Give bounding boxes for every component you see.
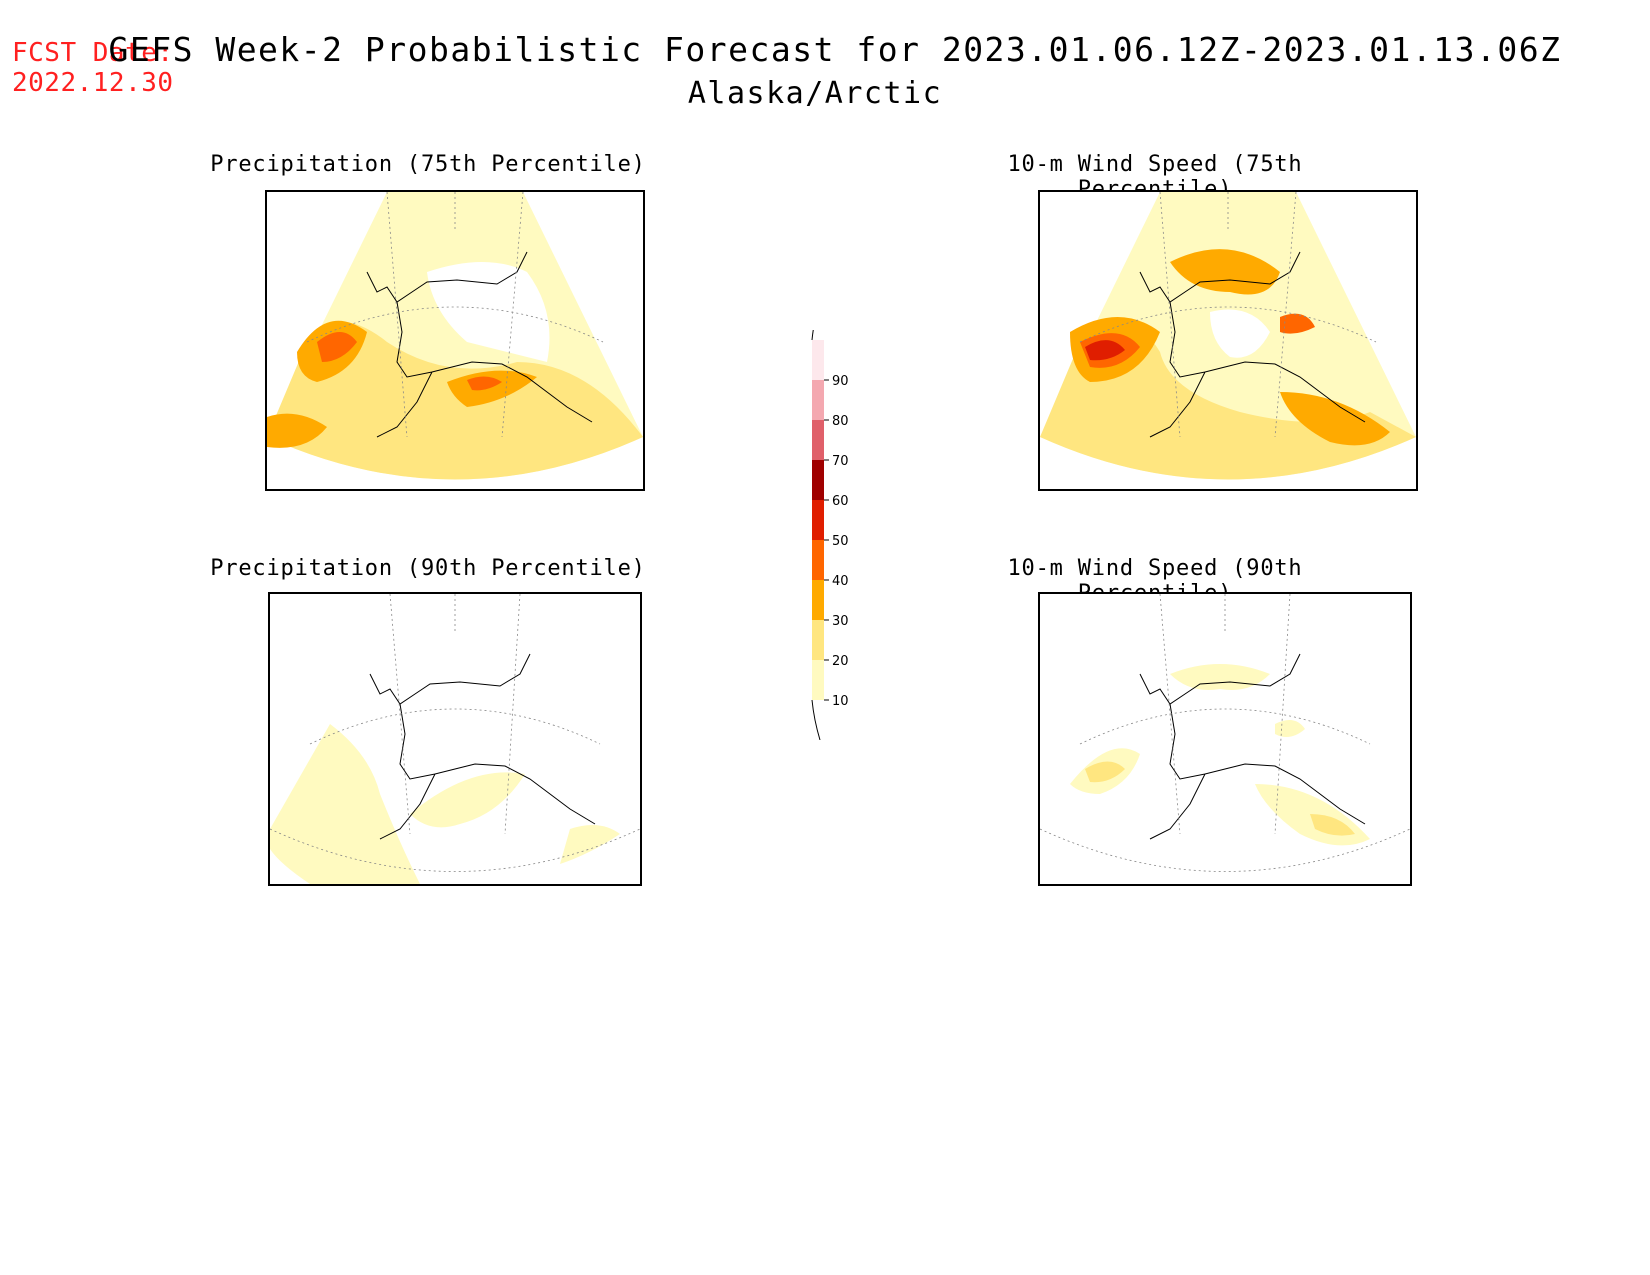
precip-contour-10-se <box>560 825 620 864</box>
grid-lines <box>1079 192 1377 438</box>
precip-contour-30-sw <box>267 413 327 448</box>
colorbar-tick-label: 70 <box>832 454 849 469</box>
colorbar-swatch <box>812 340 824 380</box>
colorbar-swatch <box>812 500 824 540</box>
colorbar-swatch <box>812 620 824 660</box>
colorbar-bottom-arrow <box>811 699 821 741</box>
colorbar-tick-label: 50 <box>832 534 849 549</box>
colorbar-tick-label: 90 <box>832 374 849 389</box>
wind-contour-10-north <box>1170 664 1270 690</box>
alaska-coastline <box>366 251 593 438</box>
colorbar-swatch <box>812 540 824 580</box>
alaska-coastline <box>1139 251 1366 438</box>
colorbar-tick-label: 40 <box>832 574 849 589</box>
colorbar-swatch <box>812 460 824 500</box>
fcst-date-label: FCST Date: <box>12 38 174 68</box>
grid-lines <box>270 594 640 872</box>
precip-clear-area <box>427 262 550 362</box>
wind-contour-20-west <box>1085 761 1125 783</box>
wind-contour-30-gulf <box>1280 392 1390 446</box>
colorbar-swatch <box>812 420 824 460</box>
map-panel-precip-75 <box>265 190 645 491</box>
map-panel-wind-75 <box>1038 190 1418 491</box>
colorbar-tick-label: 80 <box>832 414 849 429</box>
wind-contour-10-spot <box>1275 720 1305 738</box>
wind-contour-20-gulf <box>1310 814 1355 836</box>
colorbar-swatch <box>812 380 824 420</box>
panel-title-precip-75: Precipitation (75th Percentile) <box>210 152 646 177</box>
map-panel-precip-90 <box>268 592 642 886</box>
grid-lines <box>1040 594 1410 872</box>
colorbar: 10 20 30 40 50 60 70 80 90 <box>800 299 880 744</box>
fcst-date-value: 2022.12.30 <box>12 68 174 98</box>
precip-contour-10-gulf <box>410 772 525 828</box>
wind-contour-40-east <box>1280 313 1315 334</box>
precip-contour-10-west <box>270 724 420 884</box>
panel-title-precip-90: Precipitation (90th Percentile) <box>210 556 646 581</box>
main-title: GEFS Week-2 Probabilistic Forecast for 2… <box>108 30 1562 69</box>
grid-lines <box>306 192 604 438</box>
colorbar-tick-label: 30 <box>832 614 849 629</box>
colorbar-tick-label: 20 <box>832 654 849 669</box>
alaska-coastline <box>1139 653 1366 840</box>
colorbar-tick-label: 10 <box>832 694 849 709</box>
region-title: Alaska/Arctic <box>687 76 943 111</box>
precip-contour-40-gulf <box>467 376 502 391</box>
colorbar-tick-label: 60 <box>832 494 849 509</box>
precip-contour-20 <box>267 322 643 480</box>
colorbar-swatch <box>812 580 824 620</box>
alaska-coastline <box>369 653 596 840</box>
wind-clear-area <box>1210 309 1270 358</box>
colorbar-top-arrow <box>811 299 821 341</box>
map-panel-wind-90 <box>1038 592 1412 886</box>
fcst-date-block: FCST Date: 2022.12.30 <box>12 38 174 98</box>
wind-contour-50 <box>1085 340 1125 361</box>
colorbar-swatch <box>812 660 824 700</box>
precip-contour-40 <box>317 332 357 362</box>
